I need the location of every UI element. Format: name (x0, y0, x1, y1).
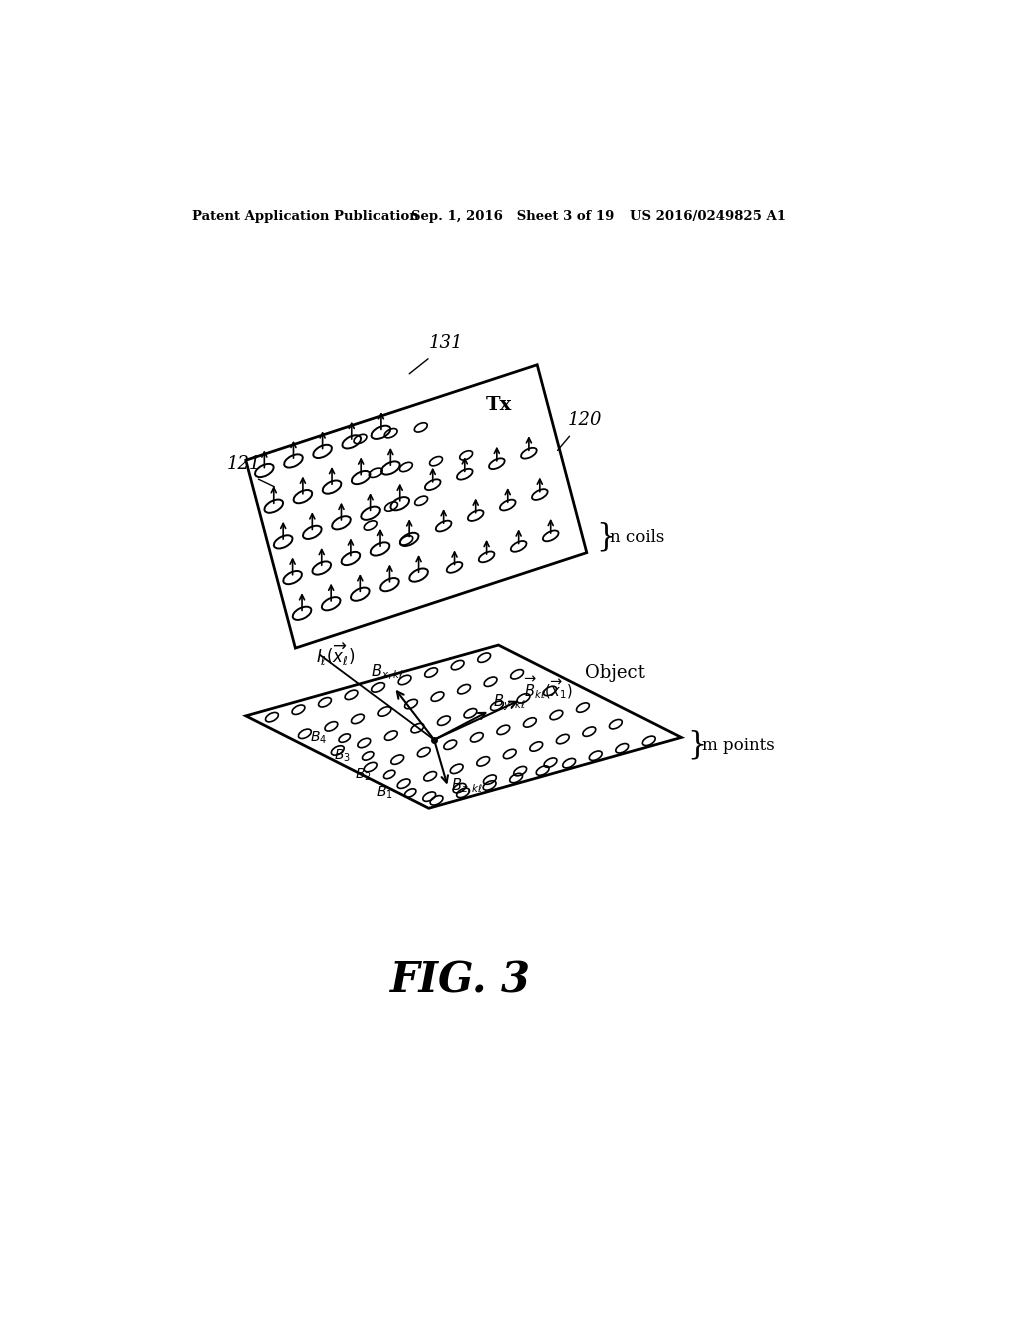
Text: 131: 131 (429, 334, 463, 352)
Text: $B_{z,k\ell}$: $B_{z,k\ell}$ (452, 777, 483, 796)
Text: $\overrightarrow{B}_{k\ell}(\overrightarrow{x}_1)$: $\overrightarrow{B}_{k\ell}(\overrightar… (524, 675, 572, 701)
Text: $B_3$: $B_3$ (334, 747, 350, 764)
Text: $B_1$: $B_1$ (376, 785, 392, 801)
Text: }: } (687, 730, 707, 760)
Text: 120: 120 (568, 412, 603, 429)
Text: Tx: Tx (486, 396, 512, 413)
Text: Sep. 1, 2016   Sheet 3 of 19: Sep. 1, 2016 Sheet 3 of 19 (411, 210, 614, 223)
Text: Object: Object (586, 664, 645, 681)
Text: }: } (596, 521, 615, 553)
Text: US 2016/0249825 A1: US 2016/0249825 A1 (630, 210, 786, 223)
Text: 121: 121 (227, 454, 262, 473)
Text: $I_\ell(\overrightarrow{x}_\ell)$: $I_\ell(\overrightarrow{x}_\ell)$ (315, 642, 354, 668)
Text: $B_{x,k\ell}$: $B_{x,k\ell}$ (371, 663, 404, 682)
Text: FIG. 3: FIG. 3 (390, 960, 531, 1001)
Text: $B_{y,k\ell}$: $B_{y,k\ell}$ (493, 692, 526, 713)
Text: m points: m points (701, 737, 774, 754)
Text: $B_4$: $B_4$ (310, 730, 327, 746)
Text: $B_2$: $B_2$ (354, 767, 372, 783)
Text: Patent Application Publication: Patent Application Publication (191, 210, 418, 223)
Text: n coils: n coils (610, 529, 665, 545)
